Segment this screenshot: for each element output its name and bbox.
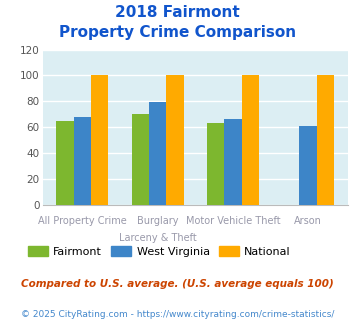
Text: All Property Crime: All Property Crime [38, 216, 127, 226]
Text: 2018 Fairmont: 2018 Fairmont [115, 5, 240, 20]
Bar [132, 114, 149, 205]
Bar [56, 120, 74, 205]
Bar [74, 117, 91, 205]
Text: Motor Vehicle Theft: Motor Vehicle Theft [186, 216, 280, 226]
Text: Compared to U.S. average. (U.S. average equals 100): Compared to U.S. average. (U.S. average … [21, 279, 334, 289]
Text: Property Crime Comparison: Property Crime Comparison [59, 25, 296, 40]
Text: Larceny & Theft: Larceny & Theft [119, 233, 197, 243]
Bar [224, 119, 241, 205]
Bar [149, 103, 166, 205]
Text: Burglary: Burglary [137, 216, 179, 226]
Text: © 2025 CityRating.com - https://www.cityrating.com/crime-statistics/: © 2025 CityRating.com - https://www.city… [21, 310, 334, 319]
Bar [166, 75, 184, 205]
Bar [317, 75, 334, 205]
Bar [241, 75, 259, 205]
Bar [207, 123, 224, 205]
Legend: Fairmont, West Virginia, National: Fairmont, West Virginia, National [23, 242, 295, 261]
Bar [91, 75, 108, 205]
Text: Arson: Arson [294, 216, 322, 226]
Bar [299, 126, 317, 205]
